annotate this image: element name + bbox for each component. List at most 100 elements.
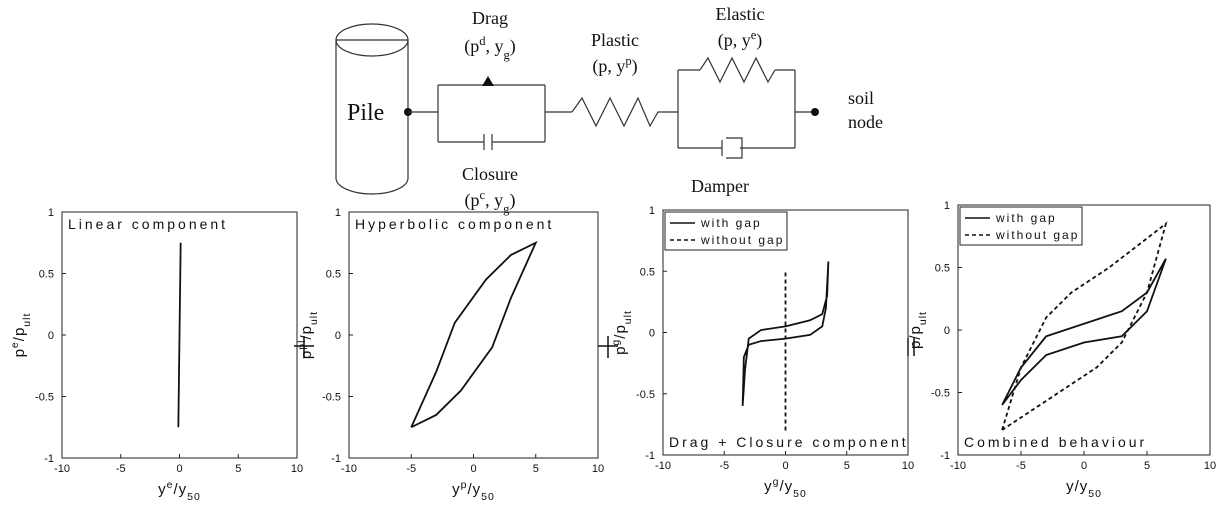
- text-part: ): [510, 36, 516, 57]
- x-tick-label: 0: [1081, 460, 1087, 472]
- chart-panel: -10 -5 0 5 10 -1 -0.5 0 0.5 1 y/y50 p/pult Combined …: [907, 200, 1216, 500]
- text-part: ): [509, 190, 515, 211]
- y-tick-label: -1: [940, 450, 950, 462]
- text-part: , y: [486, 36, 504, 56]
- damper-label: Damper: [691, 176, 749, 196]
- x-tick-label: 5: [235, 463, 241, 475]
- data-line: [741, 261, 830, 407]
- y-tick-label: -0.5: [636, 389, 655, 401]
- legend-label: with gap: [700, 216, 762, 230]
- y-tick-label: 0: [944, 325, 950, 337]
- chart-panel: -10 -5 0 5 10-1-0.500.51yp/y50ppl/pultHyperb…: [296, 207, 604, 503]
- y-axis-label: p/pult: [907, 311, 929, 349]
- data-line: [410, 240, 538, 429]
- elastic-label: Elastic: [716, 4, 765, 24]
- y-tick-label: 0: [335, 330, 341, 342]
- drag-vars: (pd, yg): [464, 34, 516, 62]
- text-part: , y: [485, 190, 503, 210]
- x-tick-label: -5: [1016, 460, 1026, 472]
- text-part: p: [612, 346, 629, 355]
- text-part: c: [480, 188, 486, 202]
- text-part: y: [452, 481, 461, 498]
- legend-label: without gap: [995, 228, 1079, 242]
- text-part: /p: [298, 325, 315, 340]
- y-axis-label: pe/pult: [9, 313, 33, 358]
- operators: [294, 336, 915, 358]
- y-tick-label: -0.5: [35, 392, 54, 404]
- plastic-vars: (p, yp): [592, 54, 637, 77]
- chart-title: Linear component: [68, 216, 228, 232]
- text-part: 50: [1088, 488, 1102, 500]
- drag-closure-box: [437, 84, 546, 150]
- text-part: y: [158, 481, 167, 498]
- soil-label: soil: [848, 88, 874, 108]
- text-part: /y: [779, 478, 793, 495]
- node: [811, 108, 819, 116]
- text-part: ult: [622, 310, 634, 324]
- text-part: /p: [612, 324, 629, 339]
- y-tick-label: -1: [331, 453, 341, 465]
- elastic-box: [677, 69, 796, 149]
- x-tick-label: -5: [406, 463, 416, 475]
- x-tick-label: -10: [54, 463, 70, 475]
- x-tick-label: -10: [950, 460, 966, 472]
- text-part: g: [503, 202, 510, 216]
- text-part: g: [504, 48, 511, 62]
- text-part: 50: [793, 488, 807, 500]
- pile-bottom: [335, 177, 409, 195]
- x-tick-label: 0: [176, 463, 182, 475]
- x-tick-label: 5: [844, 460, 850, 472]
- text-part: /y: [173, 481, 187, 498]
- text-part: pl: [296, 340, 308, 350]
- x-tick-label: 0: [782, 460, 788, 472]
- node-label: node: [848, 112, 883, 132]
- legend-box: [959, 206, 1083, 246]
- closure-vars: (pc, yg): [465, 188, 516, 216]
- damper-symbol: [721, 137, 743, 159]
- data-line: [1001, 258, 1167, 406]
- chart-title: Hyperbolic component: [355, 216, 554, 232]
- y-tick-label: 0.5: [640, 266, 655, 278]
- plus-sign: [598, 336, 618, 358]
- y-tick-label: 0.5: [326, 269, 341, 281]
- pile-label: Pile: [347, 100, 384, 126]
- text-part: (p: [465, 190, 480, 211]
- x-tick-label: 10: [291, 463, 303, 475]
- text-part: 50: [481, 491, 495, 503]
- x-tick-label: -5: [116, 463, 126, 475]
- text-part: /y: [467, 481, 481, 498]
- text-part: g: [610, 339, 622, 346]
- plastic-spring: [571, 96, 678, 128]
- plot-frame: [348, 211, 599, 459]
- text-part: ): [632, 56, 638, 77]
- x-tick-label: 10: [592, 463, 604, 475]
- chart-title: Combined behaviour: [964, 434, 1147, 450]
- chart-title: Drag + Closure component: [669, 434, 909, 450]
- y-tick-label: 0.5: [39, 269, 54, 281]
- text-part: p: [461, 479, 468, 491]
- x-tick-label: 10: [1204, 460, 1216, 472]
- elastic-vars: (p, ye): [718, 28, 763, 51]
- y-tick-label: -1: [44, 453, 54, 465]
- y-tick-label: 0.5: [935, 263, 950, 275]
- text-part: p: [11, 348, 28, 357]
- x-axis-label: yg/y50: [764, 476, 807, 500]
- model-diagram: Pile Drag (pd, yg) Plastic (p, yp) Elast…: [335, 4, 883, 216]
- y-axis-label: pg/pult: [610, 310, 634, 355]
- text-part: p/p: [907, 325, 924, 349]
- y-tick-label: 0: [649, 328, 655, 340]
- y-tick-label: -0.5: [322, 392, 341, 404]
- text-part: e: [167, 479, 174, 491]
- text-part: (p: [464, 36, 479, 57]
- text-part: y: [764, 478, 773, 495]
- y-tick-label: -0.5: [931, 388, 950, 400]
- text-part: d: [479, 34, 486, 48]
- y-tick-label: 1: [48, 207, 54, 219]
- x-tick-label: 0: [470, 463, 476, 475]
- text-part: ult: [917, 311, 929, 325]
- text-part: /p: [11, 327, 28, 342]
- y-axis-label: ppl/pult: [296, 311, 320, 359]
- elastic-spring: [699, 56, 776, 84]
- x-axis-label: y/y50: [1066, 478, 1102, 500]
